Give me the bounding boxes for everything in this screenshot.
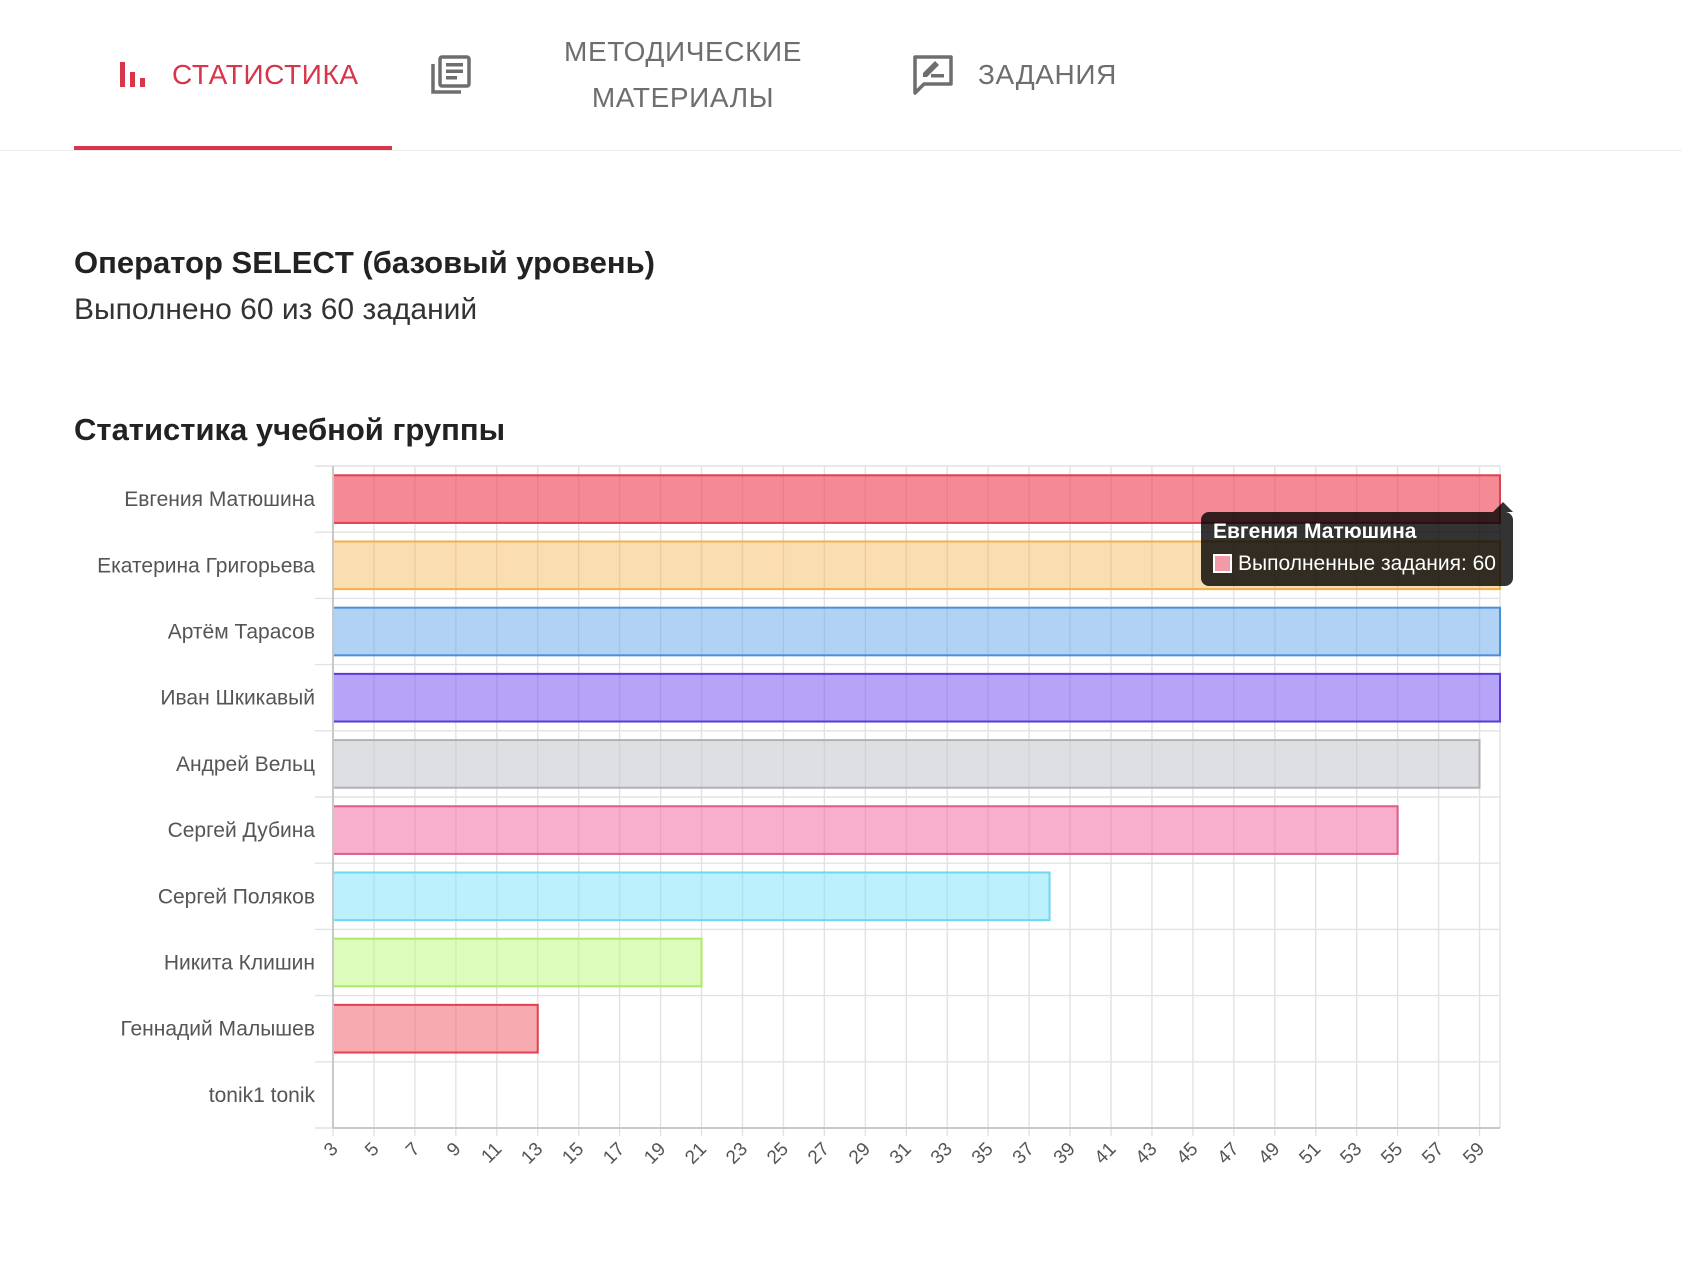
x-tick-label: 51 — [1295, 1139, 1325, 1169]
x-tick-label: 47 — [1214, 1139, 1244, 1169]
bar — [332, 871, 1051, 922]
x-tick-label: 15 — [558, 1139, 588, 1169]
bar — [332, 739, 1481, 789]
x-tick-label: 19 — [640, 1139, 670, 1169]
category-label: Андрей Вельц — [176, 753, 315, 776]
x-tick-label: 57 — [1418, 1139, 1448, 1169]
x-tick-label: 31 — [886, 1139, 916, 1169]
chart-tooltip: Евгения Матюшина Выполненные задания: 60 — [1201, 502, 1513, 586]
tooltip-value: Выполненные задания: 60 — [1238, 552, 1496, 575]
x-tick-label: 41 — [1091, 1139, 1121, 1169]
section-progress: Выполнено 60 из 60 заданий — [74, 293, 478, 326]
tab-statistics[interactable]: СТАТИСТИКА — [74, 0, 392, 150]
x-tick-label: 13 — [517, 1139, 547, 1169]
category-label: Артём Тарасов — [168, 621, 315, 644]
x-tick-label: 3 — [320, 1139, 342, 1161]
tab-statistics-label: СТАТИСТИКА — [172, 59, 359, 90]
tab-tasks[interactable]: ЗАДАНИЯ — [910, 0, 1170, 150]
x-tick-label: 29 — [845, 1139, 875, 1169]
tooltip-color-swatch — [1213, 554, 1232, 573]
chart-category-labels: Евгения Матюшина Екатерина Григорьева Артё… — [97, 488, 315, 1107]
tab-bar: СТАТИСТИКА МЕТОДИЧЕСКИЕ МАТЕРИАЛЫ ЗАДАНИ — [0, 0, 1682, 151]
category-label: Геннадий Малышев — [120, 1018, 315, 1041]
category-label: Сергей Поляков — [158, 885, 315, 908]
section-title: Оператор SELECT (базовый уровень) — [74, 245, 655, 280]
x-tick-label: 35 — [968, 1139, 998, 1169]
x-tick-label: 21 — [681, 1139, 711, 1169]
category-label: Иван Шкикавый — [160, 687, 315, 710]
chart-tick-labels: 3 5 7 9 11 13 15 17 19 21 23 25 27 29 31 33 35 37 39 41 43 45… — [320, 1139, 1489, 1169]
x-tick-label: 23 — [722, 1139, 752, 1169]
x-tick-label: 45 — [1173, 1139, 1203, 1169]
tab-materials-label-line2: МАТЕРИАЛЫ — [591, 82, 775, 113]
x-tick-label: 9 — [443, 1139, 465, 1161]
category-label: Никита Клишин — [164, 952, 315, 975]
group-statistics-title: Статистика учебной группы — [74, 412, 506, 447]
bar-chart-icon — [116, 58, 150, 92]
tab-materials-label-line1: МЕТОДИЧЕСКИЕ — [564, 36, 802, 67]
tab-materials-label: МЕТОДИЧЕСКИЕ МАТЕРИАЛЫ — [548, 29, 818, 121]
x-tick-label: 59 — [1459, 1139, 1489, 1169]
x-tick-label: 53 — [1336, 1139, 1366, 1169]
bar — [332, 606, 1501, 657]
tab-materials[interactable]: МЕТОДИЧЕСКИЕ МАТЕРИАЛЫ — [420, 0, 840, 150]
x-tick-label: 43 — [1132, 1139, 1162, 1169]
x-tick-label: 7 — [402, 1139, 424, 1161]
chart-axes — [332, 466, 1500, 1129]
bar — [332, 937, 703, 988]
category-label: Сергей Дубина — [168, 819, 316, 842]
x-tick-label: 55 — [1377, 1139, 1407, 1169]
x-tick-label: 39 — [1050, 1139, 1080, 1169]
bar — [332, 672, 1501, 723]
rate-review-icon — [910, 52, 956, 98]
category-label: tonik1 tonik — [209, 1084, 316, 1107]
category-label: Екатерина Григорьева — [97, 554, 315, 577]
x-tick-label: 27 — [804, 1139, 834, 1169]
x-tick-label: 49 — [1255, 1139, 1285, 1169]
x-tick-label: 11 — [478, 1139, 507, 1168]
group-statistics-chart: Евгения Матюшина Екатерина Григорьева Артё… — [97, 465, 1501, 1169]
x-tick-label: 33 — [927, 1139, 957, 1169]
x-tick-label: 5 — [361, 1139, 383, 1161]
x-tick-label: 25 — [763, 1139, 793, 1169]
tab-tasks-label: ЗАДАНИЯ — [978, 59, 1117, 90]
library-books-icon — [428, 52, 474, 98]
tooltip-title: Евгения Матюшина — [1213, 520, 1417, 543]
bar — [332, 805, 1399, 855]
category-label: Евгения Матюшина — [124, 488, 315, 511]
x-tick-label: 37 — [1009, 1139, 1039, 1169]
bar — [332, 1003, 539, 1054]
x-tick-label: 17 — [599, 1139, 629, 1169]
